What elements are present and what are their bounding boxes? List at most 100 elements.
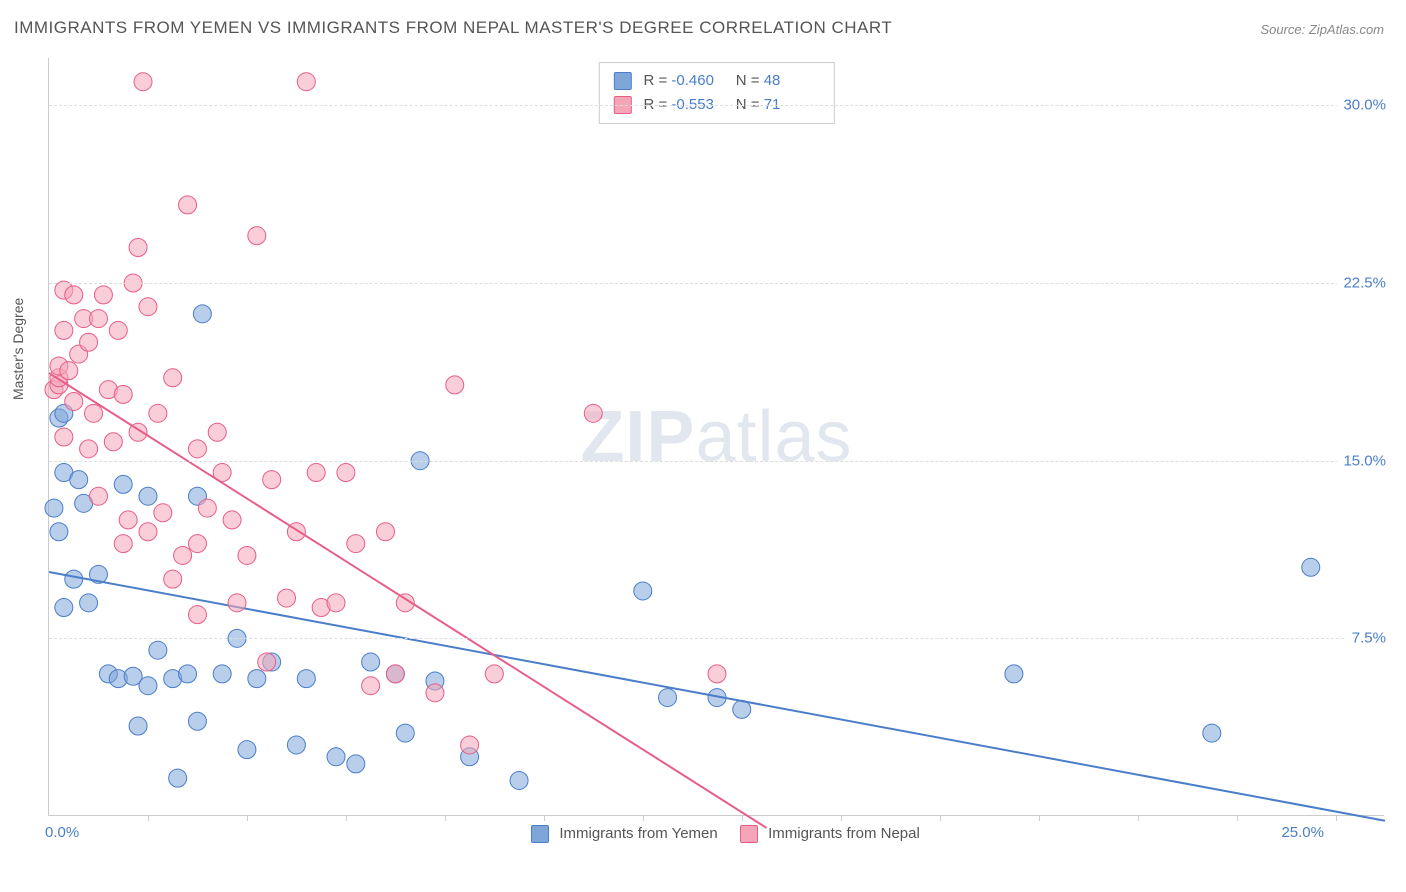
swatch-yemen-icon (531, 825, 549, 843)
x-tick-mark (643, 815, 644, 821)
swatch-yemen (613, 72, 631, 90)
data-point (238, 741, 256, 759)
data-point (228, 594, 246, 612)
data-point (55, 599, 73, 617)
gridline (49, 638, 1384, 639)
data-point (278, 589, 296, 607)
trend-line (49, 572, 1385, 821)
data-point (584, 404, 602, 422)
gridline (49, 461, 1384, 462)
x-tick-mark (1237, 815, 1238, 821)
data-point (114, 475, 132, 493)
data-point (80, 440, 98, 458)
data-point (114, 385, 132, 403)
data-point (134, 73, 152, 91)
gridline (49, 105, 1384, 106)
data-point (169, 769, 187, 787)
data-point (396, 724, 414, 742)
data-point (634, 582, 652, 600)
data-point (263, 471, 281, 489)
x-tick-mark (742, 815, 743, 821)
series-label-nepal: Immigrants from Nepal (768, 825, 920, 842)
data-point (327, 748, 345, 766)
data-point (174, 546, 192, 564)
data-point (179, 665, 197, 683)
chart-title: IMMIGRANTS FROM YEMEN VS IMMIGRANTS FROM… (14, 18, 892, 38)
x-tick-mark (940, 815, 941, 821)
data-point (362, 677, 380, 695)
data-point (65, 286, 83, 304)
data-point (461, 736, 479, 754)
data-point (248, 670, 266, 688)
data-point (362, 653, 380, 671)
data-point (485, 665, 503, 683)
x-tick-mark (346, 815, 347, 821)
y-tick-label: 15.0% (1337, 452, 1386, 469)
data-point (347, 535, 365, 553)
data-point (45, 499, 63, 517)
data-point (258, 653, 276, 671)
data-point (139, 677, 157, 695)
data-point (193, 305, 211, 323)
data-point (1203, 724, 1221, 742)
data-point (65, 392, 83, 410)
data-point (307, 464, 325, 482)
swatch-nepal-icon (740, 825, 758, 843)
data-point (297, 73, 315, 91)
gridline (49, 283, 1384, 284)
x-tick-mark (148, 815, 149, 821)
data-point (1005, 665, 1023, 683)
y-tick-label: 30.0% (1337, 97, 1386, 114)
data-point (188, 712, 206, 730)
data-point (188, 440, 206, 458)
data-point (80, 333, 98, 351)
data-point (386, 665, 404, 683)
x-tick-mark (445, 815, 446, 821)
data-point (248, 227, 266, 245)
data-point (80, 594, 98, 612)
data-point (139, 523, 157, 541)
x-tick-mark (1039, 815, 1040, 821)
data-point (149, 641, 167, 659)
data-point (164, 570, 182, 588)
data-point (223, 511, 241, 529)
data-point (109, 321, 127, 339)
data-point (85, 404, 103, 422)
data-point (154, 504, 172, 522)
data-point (446, 376, 464, 394)
data-point (164, 369, 182, 387)
data-point (139, 298, 157, 316)
data-point (297, 670, 315, 688)
data-point (208, 423, 226, 441)
legend-row-yemen: R = -0.460 N = 48 (613, 69, 819, 93)
data-point (327, 594, 345, 612)
data-point (376, 523, 394, 541)
data-point (337, 464, 355, 482)
data-point (129, 239, 147, 257)
series-legend: Immigrants from Yemen Immigrants from Ne… (49, 825, 1384, 843)
data-point (50, 523, 68, 541)
series-label-yemen: Immigrants from Yemen (559, 825, 717, 842)
x-tick-mark (544, 815, 545, 821)
data-point (139, 487, 157, 505)
data-point (287, 736, 305, 754)
data-point (238, 546, 256, 564)
data-point (129, 717, 147, 735)
data-point (104, 433, 122, 451)
data-point (510, 771, 528, 789)
trend-line (49, 373, 766, 828)
y-axis-label: Master's Degree (10, 298, 26, 400)
data-point (55, 321, 73, 339)
data-point (70, 471, 88, 489)
data-point (213, 665, 231, 683)
data-point (55, 428, 73, 446)
data-point (708, 665, 726, 683)
data-point (659, 689, 677, 707)
source-label: Source: ZipAtlas.com (1260, 22, 1384, 37)
data-point (426, 684, 444, 702)
data-point (89, 487, 107, 505)
data-point (89, 310, 107, 328)
data-point (1302, 558, 1320, 576)
x-tick-mark (841, 815, 842, 821)
stats-legend: R = -0.460 N = 48 R = -0.553 N = 71 (598, 62, 834, 124)
